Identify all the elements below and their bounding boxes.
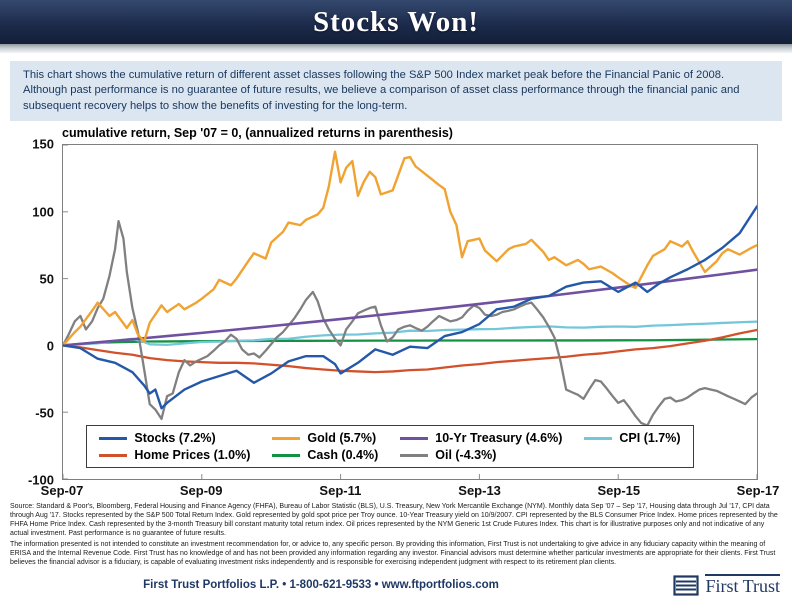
x-axis-label: Sep-09 <box>179 483 223 499</box>
page-title: Stocks Won! <box>313 5 479 38</box>
y-axis-label: -50 <box>35 405 54 421</box>
legend-item-gold: Gold (5.7%) <box>272 431 378 445</box>
x-axis-label: Sep-13 <box>458 483 501 499</box>
chart-section: cumulative return, Sep '07 = 0, (annuali… <box>14 126 780 500</box>
legend-swatch <box>400 453 429 458</box>
x-axis: Sep-07 Sep-09 Sep-11 Sep-13 Sep-15 Sep-17 <box>41 480 780 500</box>
legend-swatch <box>272 453 301 458</box>
series-home-prices <box>63 329 757 374</box>
legend-label: Stocks (7.2%) <box>134 431 216 446</box>
legend-label: CPI (1.7%) <box>619 431 681 446</box>
legend-label: 10-Yr Treasury (4.6%) <box>435 431 563 446</box>
legend-item-home-prices: Home Prices (1.0%) <box>99 448 250 462</box>
y-axis: 150 100 50 0 -50 -100 <box>14 137 62 488</box>
series-gold <box>63 150 757 347</box>
first-trust-logo: First Trust <box>630 573 780 597</box>
y-axis-label: 0 <box>46 338 54 354</box>
disclosure-text: The information presented is not intende… <box>10 541 776 566</box>
legend-swatch <box>99 436 128 441</box>
legend-label: Cash (0.4%) <box>307 448 379 463</box>
chart-title: cumulative return, Sep '07 = 0, (annuali… <box>62 126 453 141</box>
x-axis-label: Sep-15 <box>597 483 641 499</box>
y-axis-label: 50 <box>39 271 54 287</box>
logo-text: First Trust <box>705 573 780 596</box>
plot-row: 150 100 50 0 -50 -100 Stocks (7.2%) Gold (5.7%… <box>14 137 758 488</box>
footer: First Trust Portfolios L.P. • 1-800-621-… <box>0 573 792 597</box>
series-oil <box>63 220 757 428</box>
legend-swatch <box>272 436 301 441</box>
flag-icon <box>673 575 700 597</box>
legend-label: Oil (-4.3%) <box>435 448 497 463</box>
legend-item-oil: Oil (-4.3%) <box>400 448 562 462</box>
legend-label: Gold (5.7%) <box>307 431 377 446</box>
y-axis-label: 150 <box>32 136 54 152</box>
series-cpi <box>63 320 757 347</box>
series-10-yr-treasury <box>63 268 757 348</box>
footer-contact: First Trust Portfolios L.P. • 1-800-621-… <box>143 579 499 591</box>
legend-label: Home Prices (1.0%) <box>134 448 251 463</box>
description-box: This chart shows the cumulative return o… <box>10 61 782 122</box>
x-axis-label: Sep-11 <box>319 483 362 499</box>
legend-swatch <box>400 436 429 441</box>
legend-item-cash: Cash (0.4%) <box>272 448 378 462</box>
legend-item-10-yr-treasury: 10-Yr Treasury (4.6%) <box>400 431 562 445</box>
x-axis-label: Sep-17 <box>736 483 780 499</box>
series-stocks <box>63 205 757 410</box>
source-text: Source: Standard & Poor's, Bloomberg, Fe… <box>10 503 778 537</box>
chart-legend: Stocks (7.2%) Gold (5.7%) 10-Yr Treasury (… <box>86 425 694 469</box>
legend-item-stocks: Stocks (7.2%) <box>99 431 250 445</box>
legend-item-cpi: CPI (1.7%) <box>584 431 681 446</box>
plot-area: Stocks (7.2%) Gold (5.7%) 10-Yr Treasury (… <box>62 144 758 481</box>
series-cash <box>63 338 757 347</box>
header-banner: Stocks Won! <box>0 0 792 44</box>
y-axis-label: -100 <box>27 472 54 488</box>
line-chart <box>62 144 758 481</box>
y-axis-label: 100 <box>32 204 54 220</box>
x-axis-label: Sep-07 <box>40 483 84 499</box>
description-text: This chart shows the cumulative return o… <box>23 69 740 112</box>
legend-swatch <box>584 436 613 441</box>
header-divider <box>0 44 792 53</box>
legend-swatch <box>99 453 128 458</box>
